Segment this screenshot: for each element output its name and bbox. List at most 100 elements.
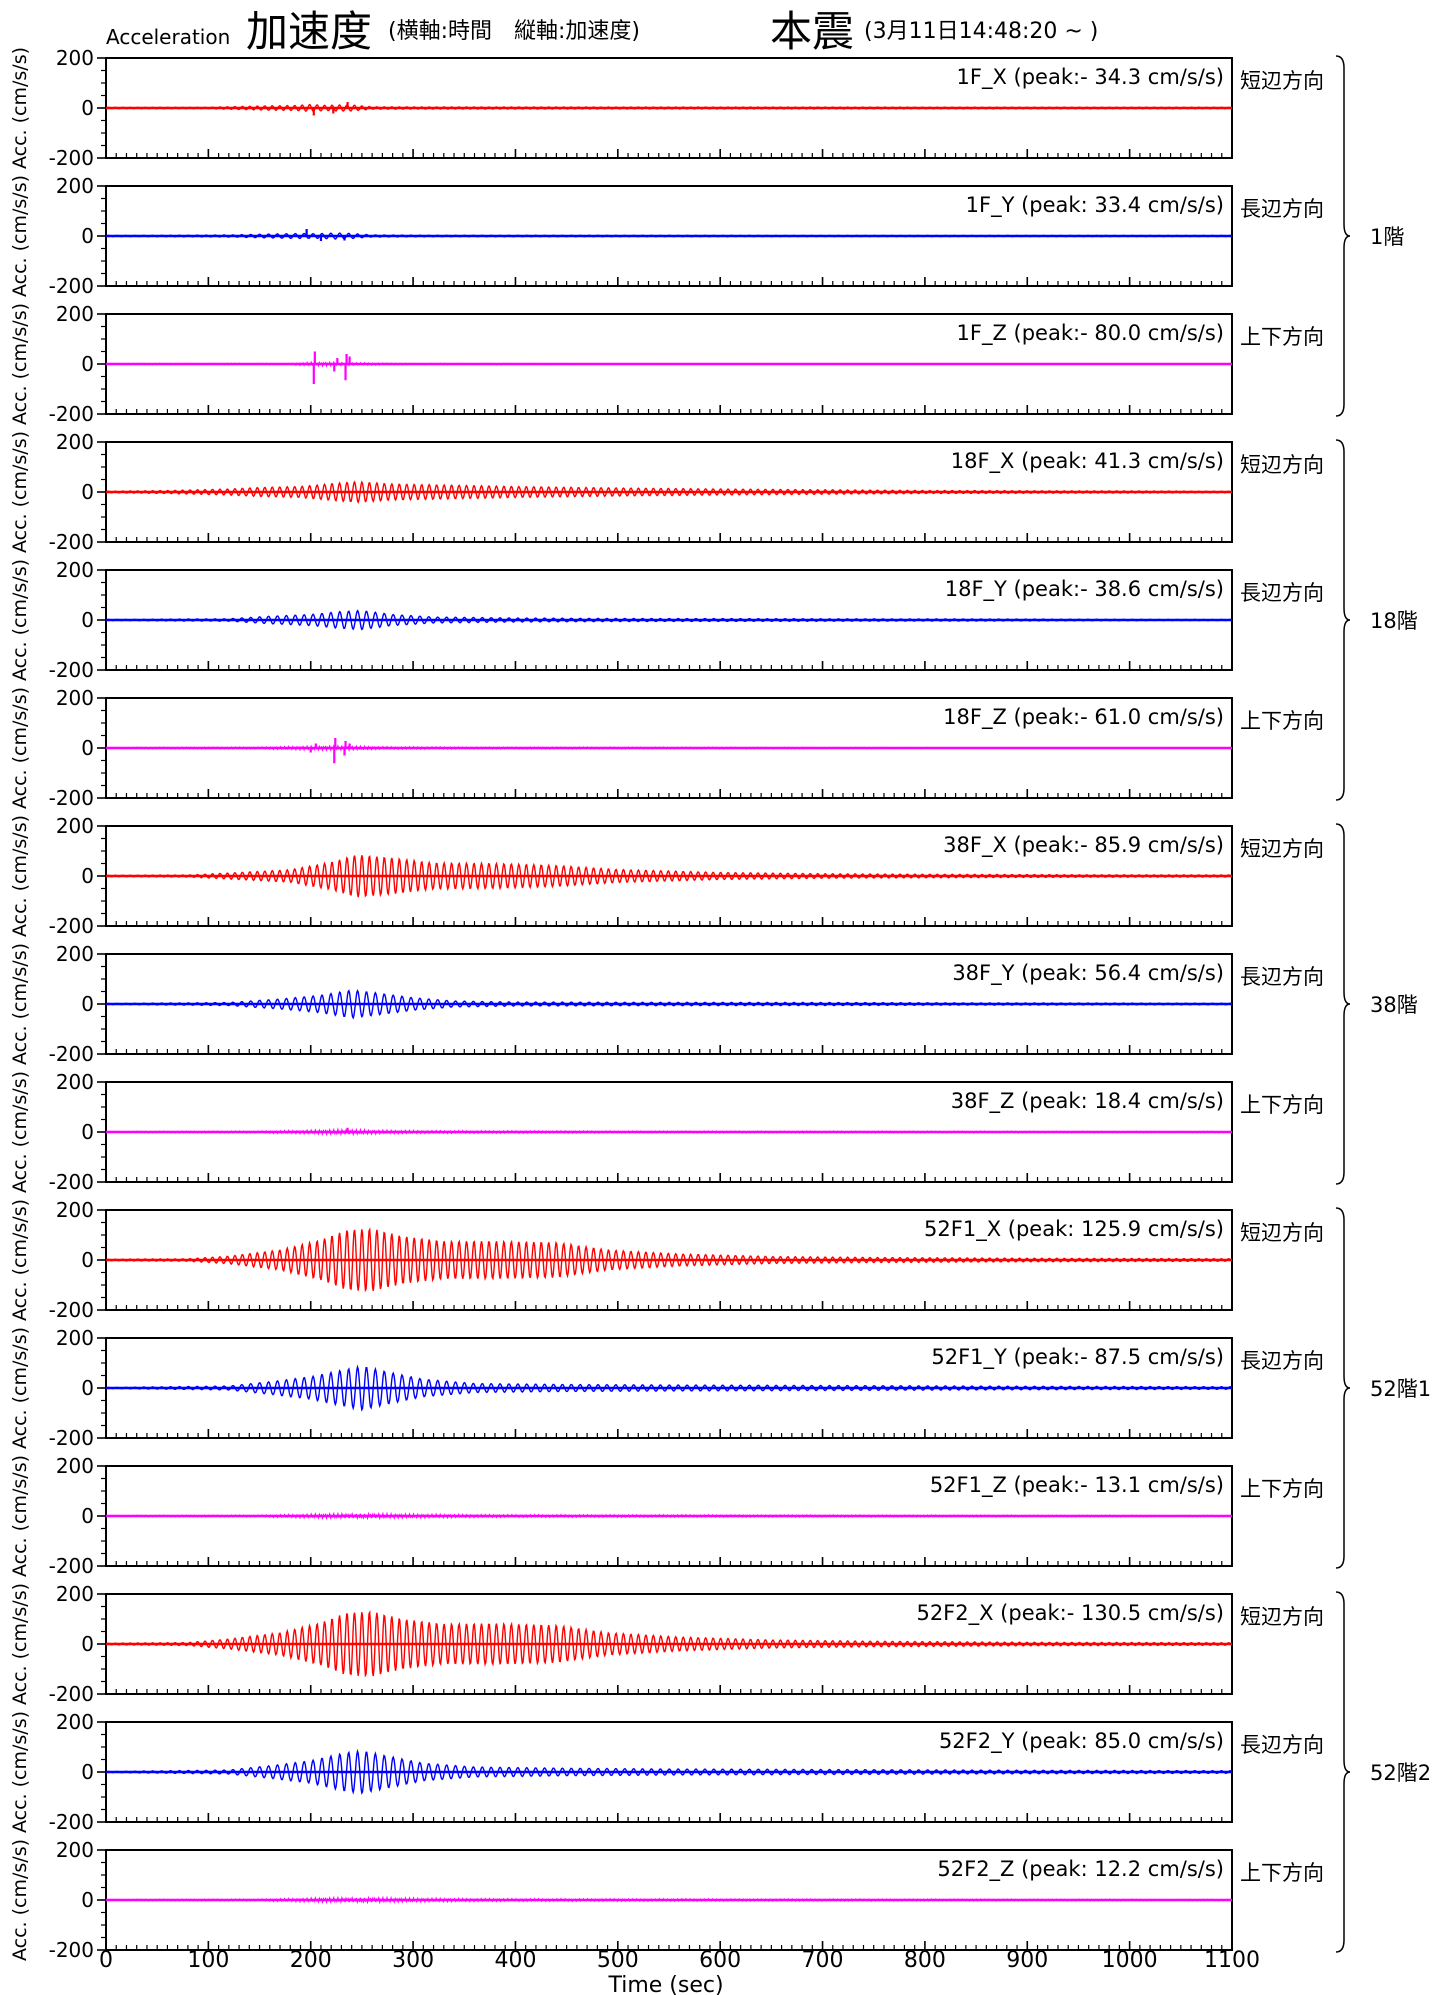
panels: -200 0 200 1F_X (peak:- 34.3 cm/s/s) 短辺方向 Acc… bbox=[9, 46, 1324, 1962]
x-axis: 0 100 200 300 400 500 600 700 800 900 1000 1100 bbox=[99, 1948, 1260, 1973]
direction-label: 上下方向 bbox=[1240, 325, 1324, 349]
header-datetime: (3月11日14:48:20 ~ ) bbox=[864, 19, 1098, 44]
y-tick-label: -200 bbox=[49, 1170, 94, 1194]
panel-18f-x: -200 0 200 18F_X (peak: 41.3 cm/s/s) 短辺方向 Acc… bbox=[9, 430, 1324, 554]
group-label: 52階2 bbox=[1370, 1761, 1431, 1785]
x-tick-label: 1000 bbox=[1102, 1948, 1158, 1973]
y-tick-label: 0 bbox=[81, 1504, 94, 1528]
panel-52f2-z: -200 0 200 52F2_Z (peak: 12.2 cm/s/s) 上下方向 Ac… bbox=[9, 1838, 1324, 1962]
direction-label: 長辺方向 bbox=[1240, 581, 1324, 605]
y-tick-label: -200 bbox=[49, 786, 94, 810]
panel-52f2-x: -200 0 200 52F2_X (peak:- 130.5 cm/s/s) 短辺方向… bbox=[9, 1582, 1324, 1706]
series-label: 52F2_X (peak:- 130.5 cm/s/s) bbox=[916, 1601, 1224, 1626]
y-tick-label: 200 bbox=[56, 558, 94, 582]
y-tick-label: 200 bbox=[56, 814, 94, 838]
y-tick-label: -200 bbox=[49, 1042, 94, 1066]
direction-label: 長辺方向 bbox=[1240, 1349, 1324, 1373]
header-label-en: Acceleration bbox=[106, 25, 230, 49]
y-tick-label: 0 bbox=[81, 1120, 94, 1144]
group-label: 52階1 bbox=[1370, 1377, 1431, 1401]
x-tick-label: 600 bbox=[699, 1948, 741, 1973]
x-tick-label: 100 bbox=[187, 1948, 229, 1973]
direction-label: 上下方向 bbox=[1240, 1861, 1324, 1885]
y-tick-label: 200 bbox=[56, 46, 94, 70]
y-tick-label: 200 bbox=[56, 1454, 94, 1478]
y-tick-label: 200 bbox=[56, 1198, 94, 1222]
y-axis-title: Acc. (cm/s/s) bbox=[9, 47, 31, 169]
y-tick-label: 0 bbox=[81, 992, 94, 1016]
y-tick-label: 200 bbox=[56, 686, 94, 710]
y-tick-label: -200 bbox=[49, 1810, 94, 1834]
y-tick-label: -200 bbox=[49, 274, 94, 298]
y-tick-label: -200 bbox=[49, 1554, 94, 1578]
direction-label: 短辺方向 bbox=[1240, 453, 1324, 477]
series-label: 52F1_Z (peak:- 13.1 cm/s/s) bbox=[930, 1473, 1224, 1498]
y-axis-title: Acc. (cm/s/s) bbox=[9, 687, 31, 809]
y-axis-title: Acc. (cm/s/s) bbox=[9, 175, 31, 297]
group-label: 18階 bbox=[1370, 609, 1418, 633]
waveform-line bbox=[105, 1364, 1233, 1412]
series-label: 1F_Y (peak: 33.4 cm/s/s) bbox=[966, 193, 1224, 218]
series-label: 52F1_X (peak: 125.9 cm/s/s) bbox=[924, 1217, 1224, 1242]
y-tick-label: 200 bbox=[56, 302, 94, 326]
x-tick-label: 500 bbox=[597, 1948, 639, 1973]
x-tick-label: 0 bbox=[99, 1948, 113, 1973]
series-label: 38F_Y (peak: 56.4 cm/s/s) bbox=[952, 961, 1224, 986]
y-axis-title: Acc. (cm/s/s) bbox=[9, 1711, 31, 1833]
panel-38f-x: -200 0 200 38F_X (peak:- 85.9 cm/s/s) 短辺方向 Ac… bbox=[9, 814, 1324, 938]
direction-label: 長辺方向 bbox=[1240, 1733, 1324, 1757]
x-tick-label: 300 bbox=[392, 1948, 434, 1973]
y-tick-label: -200 bbox=[49, 402, 94, 426]
panel-38f-z: -200 0 200 38F_Z (peak: 18.4 cm/s/s) 上下方向 Acc… bbox=[9, 1070, 1324, 1194]
y-tick-label: 200 bbox=[56, 1582, 94, 1606]
x-tick-label: 200 bbox=[290, 1948, 332, 1973]
direction-label: 短辺方向 bbox=[1240, 837, 1324, 861]
group-brace bbox=[1335, 55, 1351, 417]
direction-label: 短辺方向 bbox=[1240, 1221, 1324, 1245]
y-axis-title: Acc. (cm/s/s) bbox=[9, 943, 31, 1065]
direction-label: 長辺方向 bbox=[1240, 197, 1324, 221]
series-label: 18F_Y (peak:- 38.6 cm/s/s) bbox=[945, 577, 1224, 602]
y-tick-label: 200 bbox=[56, 1710, 94, 1734]
waveform-line bbox=[105, 1748, 1233, 1795]
series-label: 52F1_Y (peak:- 87.5 cm/s/s) bbox=[931, 1345, 1224, 1370]
x-axis-title: Time (sec) bbox=[607, 1973, 723, 1995]
y-tick-label: 200 bbox=[56, 1326, 94, 1350]
y-tick-label: 0 bbox=[81, 1888, 94, 1912]
group-brace bbox=[1335, 439, 1351, 801]
panel-52f2-y: -200 0 200 52F2_Y (peak: 85.0 cm/s/s) 長辺方向 Ac… bbox=[9, 1710, 1324, 1834]
series-label: 52F2_Z (peak: 12.2 cm/s/s) bbox=[937, 1857, 1224, 1882]
y-tick-label: 0 bbox=[81, 1376, 94, 1400]
panel-18f-y: -200 0 200 18F_Y (peak:- 38.6 cm/s/s) 長辺方向 Ac… bbox=[9, 558, 1324, 682]
x-tick-label: 800 bbox=[904, 1948, 946, 1973]
y-tick-label: -200 bbox=[49, 146, 94, 170]
y-tick-label: -200 bbox=[49, 658, 94, 682]
panel-52f1-y: -200 0 200 52F1_Y (peak:- 87.5 cm/s/s) 長辺方向 A… bbox=[9, 1326, 1324, 1450]
y-tick-label: -200 bbox=[49, 1938, 94, 1962]
y-tick-label: -200 bbox=[49, 1682, 94, 1706]
x-tick-label: 1100 bbox=[1204, 1948, 1260, 1973]
header-title-ja: 加速度 bbox=[246, 7, 372, 56]
y-axis-title: Acc. (cm/s/s) bbox=[9, 431, 31, 553]
x-tick-label: 400 bbox=[494, 1948, 536, 1973]
y-tick-label: 0 bbox=[81, 1760, 94, 1784]
series-label: 18F_Z (peak:- 61.0 cm/s/s) bbox=[943, 705, 1224, 730]
y-tick-label: 0 bbox=[81, 608, 94, 632]
y-tick-label: 0 bbox=[81, 224, 94, 248]
y-axis-title: Acc. (cm/s/s) bbox=[9, 815, 31, 937]
panel-1f-z: -200 0 200 1F_Z (peak:- 80.0 cm/s/s) 上下方向 Acc… bbox=[9, 302, 1324, 426]
y-tick-label: -200 bbox=[49, 1426, 94, 1450]
y-axis-title: Acc. (cm/s/s) bbox=[9, 1199, 31, 1321]
series-label: 1F_X (peak:- 34.3 cm/s/s) bbox=[957, 65, 1224, 90]
group-label: 1階 bbox=[1370, 225, 1404, 249]
y-tick-label: 0 bbox=[81, 1632, 94, 1656]
series-label: 38F_X (peak:- 85.9 cm/s/s) bbox=[943, 833, 1224, 858]
direction-label: 短辺方向 bbox=[1240, 1605, 1324, 1629]
y-tick-label: -200 bbox=[49, 1298, 94, 1322]
y-axis-title: Acc. (cm/s/s) bbox=[9, 1839, 31, 1961]
series-label: 1F_Z (peak:- 80.0 cm/s/s) bbox=[957, 321, 1224, 346]
y-tick-label: -200 bbox=[49, 530, 94, 554]
group-brace bbox=[1335, 1591, 1351, 1953]
y-tick-label: 0 bbox=[81, 352, 94, 376]
